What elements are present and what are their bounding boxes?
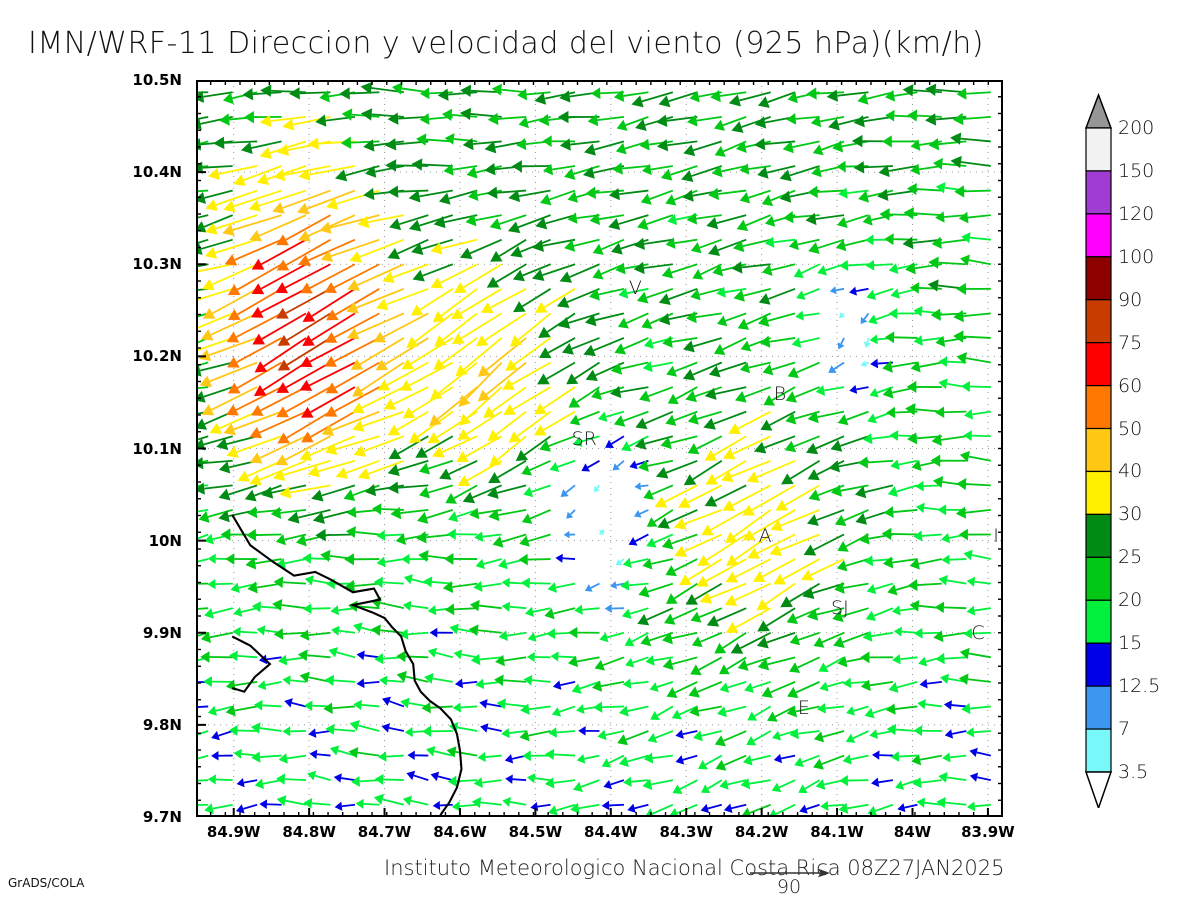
colorbar-swatches xyxy=(1084,92,1113,811)
footer-grads-credit: GrADS/COLA xyxy=(8,876,85,890)
axis-ticks xyxy=(196,80,1003,817)
colorbar-band xyxy=(1085,385,1112,430)
coastline xyxy=(231,514,463,816)
x-tick-label: 84.3W xyxy=(659,823,713,841)
colorbar-band xyxy=(1085,299,1112,344)
colorbar-tick-label: 75 xyxy=(1118,331,1143,354)
colorbar-tick-label: 150 xyxy=(1118,159,1155,182)
x-tick-label: 84.4W xyxy=(584,823,638,841)
colorbar-band xyxy=(1085,342,1112,387)
colorbar-tick-label: 200 xyxy=(1118,117,1155,139)
x-tick-label: 84.6W xyxy=(433,823,487,841)
colorbar-band xyxy=(1085,513,1112,558)
footer-institute: Instituto Meteorologico Nacional Costa R… xyxy=(384,856,1005,880)
reference-vector-label: 90 xyxy=(776,876,802,898)
y-tick-label: 10.4N xyxy=(132,163,182,182)
wind-vector-plot: V SR B A SJ C I E xyxy=(196,80,1003,817)
colorbar: 200 150 120 100 90 75 60 50 40 30 25 20 15 12.5 7 3.5 xyxy=(1078,92,1198,811)
station-label-b: B xyxy=(773,382,787,405)
colorbar-band xyxy=(1085,642,1112,687)
x-tick-label: 84W xyxy=(893,823,932,841)
y-tick-label: 10.1N xyxy=(132,439,182,458)
x-tick-label: 84.1W xyxy=(810,823,864,841)
y-tick-label: 10.2N xyxy=(132,347,182,366)
colorbar-tick-label: 30 xyxy=(1118,503,1143,526)
y-tick-label: 9.8N xyxy=(142,715,182,734)
colorbar-tick-label: 50 xyxy=(1118,417,1143,440)
colorbar-tick-label: 3.5 xyxy=(1118,761,1149,783)
colorbar-tick-label: 20 xyxy=(1118,589,1143,612)
colorbar-tick-label: 120 xyxy=(1118,202,1155,225)
y-tick-label: 10.5N xyxy=(132,71,182,89)
colorbar-band xyxy=(1085,556,1112,601)
y-tick-label: 10N xyxy=(148,531,182,550)
station-label-a: A xyxy=(758,524,772,547)
station-label-c: C xyxy=(971,621,985,644)
colorbar-tick-label: 90 xyxy=(1118,288,1143,311)
reference-vector-arrow xyxy=(750,868,830,878)
x-tick-label: 84.5W xyxy=(508,823,563,841)
colorbar-tick-label: 12.5 xyxy=(1118,675,1161,698)
colorbar-tick-label: 40 xyxy=(1118,460,1143,483)
colorbar-tick-label: 60 xyxy=(1118,374,1143,397)
station-label-e: E xyxy=(797,697,810,720)
x-tick-label: 84.2W xyxy=(734,823,789,841)
colorbar-band xyxy=(1085,170,1112,215)
station-label-sr: SR xyxy=(571,428,597,451)
x-tick-label: 84.7W xyxy=(357,823,412,841)
x-tick-label: 84.9W xyxy=(206,823,261,841)
wind-field-svg xyxy=(196,80,1003,817)
colorbar-band xyxy=(1085,728,1112,773)
station-label-i: I xyxy=(993,524,999,547)
station-label-v: V xyxy=(628,277,642,300)
colorbar-band xyxy=(1085,599,1112,644)
colorbar-tick-label: 7 xyxy=(1118,718,1131,741)
colorbar-band xyxy=(1085,685,1112,730)
colorbar-band xyxy=(1085,256,1112,301)
colorbar-band xyxy=(1085,427,1112,473)
page-title: IMN/WRF-11 Direccion y velocidad del vie… xyxy=(28,26,984,61)
wind-arrows xyxy=(196,81,991,817)
coastline-inlet xyxy=(231,635,272,693)
colorbar-extend-high xyxy=(1084,92,1113,129)
colorbar-band xyxy=(1085,470,1112,516)
y-tick-label: 9.7N xyxy=(142,808,182,826)
station-label-sj: SJ xyxy=(831,596,849,619)
x-tick-label: 83.9W xyxy=(961,823,1015,841)
colorbar-tick-label: 15 xyxy=(1118,632,1143,655)
colorbar-band xyxy=(1085,127,1112,172)
colorbar-band xyxy=(1085,213,1112,258)
x-tick-label: 84.8W xyxy=(282,823,336,841)
colorbar-extend-low xyxy=(1084,771,1113,811)
colorbar-tick-label: 25 xyxy=(1118,546,1143,569)
colorbar-tick-label: 100 xyxy=(1118,245,1155,268)
y-tick-label: 9.9N xyxy=(142,623,182,642)
y-tick-label: 10.3N xyxy=(132,255,182,274)
